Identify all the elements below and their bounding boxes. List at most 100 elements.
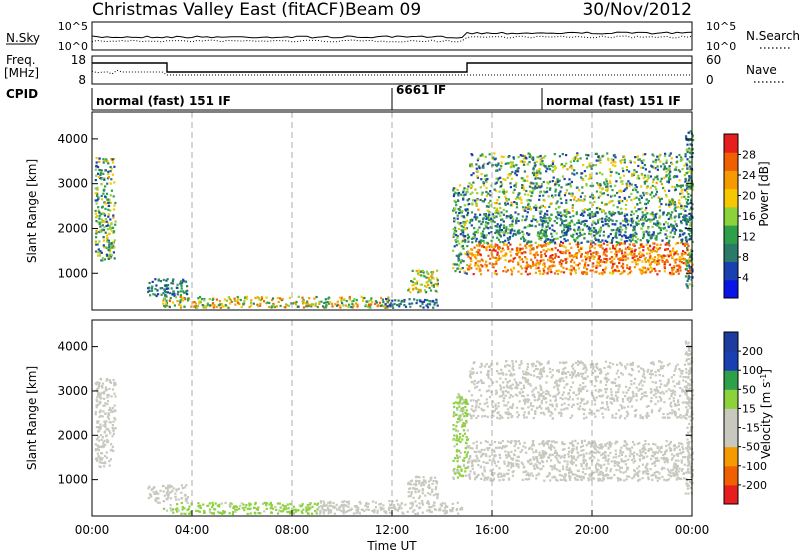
- velocity-echo-cell: [488, 443, 492, 446]
- power-echo-cell: [664, 233, 667, 236]
- power-echo-cell: [689, 156, 692, 159]
- velocity-echo-cell: [292, 512, 295, 515]
- power-echo-cell: [494, 225, 497, 228]
- velocity-echo-cell: [210, 512, 213, 515]
- power-echo-cell: [229, 302, 232, 305]
- power-echo-cell: [537, 261, 540, 264]
- power-echo-cell: [504, 203, 507, 206]
- velocity-echo-cell: [114, 427, 117, 430]
- velocity-echo-cell: [568, 467, 571, 470]
- power-echo-cell: [683, 242, 686, 246]
- velocity-echo-cell: [525, 473, 528, 476]
- power-echo-cell: [625, 165, 628, 169]
- power-echo-cell: [646, 241, 649, 244]
- power-echo-cell: [176, 300, 179, 303]
- power-echo-cell: [681, 168, 684, 171]
- velocity-echo-cell: [112, 378, 115, 382]
- power-echo-cell: [167, 284, 170, 287]
- power-echo-cell: [110, 167, 113, 170]
- power-echo-cell: [689, 130, 692, 133]
- velocity-echo-cell: [459, 451, 462, 454]
- power-echo-cell: [546, 167, 549, 170]
- power-echo-cell: [639, 270, 642, 273]
- power-echo-cell: [104, 195, 107, 198]
- velocity-echo-cell: [636, 442, 640, 445]
- power-echo-cell: [648, 256, 652, 259]
- velocity-echo-cell: [283, 505, 286, 508]
- power-echo-cell: [670, 217, 673, 220]
- power-echo-cell: [651, 165, 654, 168]
- power-echo-cell: [665, 229, 668, 232]
- power-echo-cell: [500, 185, 503, 188]
- power-echo-cell: [193, 301, 196, 304]
- power-echo-cell: [622, 170, 625, 173]
- velocity-echo-cell: [421, 503, 425, 506]
- power-echo-cell: [466, 208, 469, 211]
- velocity-echo-cell: [431, 488, 434, 491]
- power-echo-cell: [170, 287, 173, 290]
- power-echo-cell: [474, 218, 478, 221]
- power-echo-cell: [669, 235, 672, 238]
- velocity-echo-cell: [548, 447, 551, 450]
- power-echo-cell: [605, 258, 608, 261]
- power-echo-cell: [668, 200, 671, 203]
- power-echo-cell: [691, 263, 694, 266]
- power-echo-cell: [516, 250, 519, 253]
- power-echo-cell: [588, 216, 592, 220]
- power-echo-cell: [678, 179, 681, 182]
- velocity-echo-cell: [658, 449, 661, 452]
- velocity-echo-cell: [420, 484, 423, 487]
- velocity-echo-cells: [94, 340, 695, 516]
- power-echo-cell: [485, 264, 488, 267]
- power-echo-cell: [548, 248, 551, 251]
- velocity-echo-cell: [433, 508, 436, 511]
- power-echo-cells: [94, 130, 695, 309]
- velocity-echo-cell: [675, 468, 678, 471]
- velocity-echo-cell: [474, 476, 477, 479]
- power-echo-cell: [585, 153, 588, 156]
- velocity-echo-cell: [515, 464, 518, 467]
- power-echo-cell: [542, 164, 545, 167]
- velocity-echo-cell: [184, 512, 187, 515]
- velocity-echo-cell: [587, 442, 590, 445]
- power-echo-cell: [599, 259, 602, 262]
- power-echo-cell: [655, 190, 659, 193]
- velocity-echo-cell: [656, 470, 659, 474]
- power-echo-cell: [453, 231, 456, 234]
- power-echo-cell: [403, 304, 406, 307]
- power-echo-cell: [649, 186, 652, 189]
- power-echo-cell: [569, 228, 572, 231]
- power-echo-cell: [539, 160, 542, 164]
- velocity-echo-cell: [98, 429, 101, 432]
- power-echo-cell: [601, 260, 604, 263]
- velocity-echo-cell: [671, 456, 674, 460]
- power-echo-cell: [633, 252, 636, 255]
- power-echo-cell: [540, 244, 543, 247]
- power-echo-cell: [460, 259, 463, 262]
- power-echo-cell: [374, 302, 377, 305]
- power-echo-cell: [163, 289, 166, 293]
- power-echo-cell: [585, 184, 588, 187]
- velocity-echo-cell: [184, 499, 187, 502]
- power-echo-cell: [474, 199, 477, 202]
- power-echo-cell: [560, 262, 563, 265]
- power-echo-cell: [542, 269, 546, 273]
- power-echo-cell: [435, 282, 438, 286]
- velocity-echo-cell: [163, 494, 166, 497]
- velocity-echo-cell: [111, 445, 114, 448]
- velocity-echo-cell: [388, 511, 391, 514]
- power-echo-cell: [548, 216, 551, 219]
- velocity-echo-cell: [461, 401, 464, 405]
- power-echo-cell: [462, 229, 465, 232]
- power-echo-cell: [588, 208, 591, 211]
- power-echo-cell: [606, 152, 609, 155]
- power-echo-cell: [227, 296, 230, 299]
- power-echo-cell: [178, 303, 181, 306]
- power-echo-cell: [114, 220, 117, 223]
- power-echo-cell: [550, 271, 553, 274]
- power-echo-cell: [202, 306, 205, 309]
- velocity-echo-cell: [411, 504, 414, 507]
- power-echo-cell: [432, 284, 435, 287]
- power-echo-cell: [98, 217, 101, 220]
- power-echo-cell: [689, 143, 692, 146]
